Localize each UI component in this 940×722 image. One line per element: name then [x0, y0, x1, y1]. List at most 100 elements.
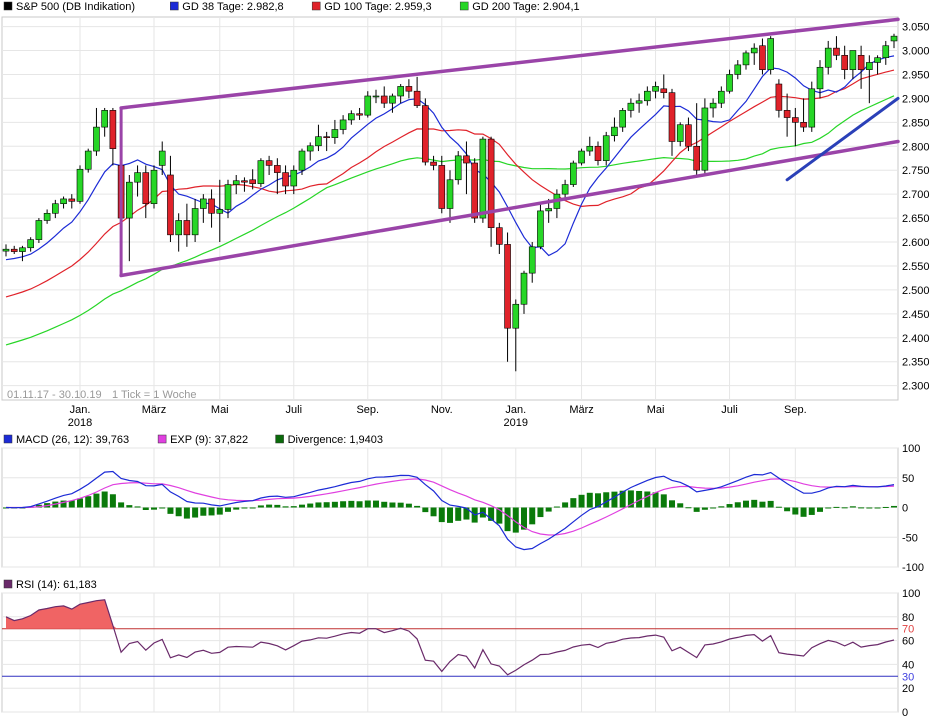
x-tick-year-0: 2018: [68, 417, 92, 429]
price-tick-label-11: 2.850: [902, 117, 930, 129]
divergence-bar-59: [488, 507, 495, 521]
divergence-bar-74: [611, 491, 618, 508]
macd-legend-swatch-0: [3, 434, 13, 444]
divergence-bar-86: [710, 507, 717, 509]
price-tick-label-0: 2.300: [902, 381, 930, 393]
divergence-bar-61: [504, 507, 511, 532]
channel-lower-line: [119, 139, 900, 278]
candle-body-23: [191, 208, 199, 236]
candle-body-108: [890, 35, 898, 42]
price-tick-label-13: 2.950: [902, 69, 930, 81]
rsi-tick-label-7: 0: [902, 707, 908, 719]
price-tick-label-12: 2.900: [902, 93, 930, 105]
candle-body-46: [380, 95, 388, 104]
candle-body-52: [430, 161, 437, 166]
candle-body-36: [298, 150, 306, 171]
x-tick-label-2: Mai: [211, 404, 229, 416]
candle-body-60: [496, 227, 503, 245]
price-tick-label-9: 2.750: [902, 165, 930, 177]
candle-body-64: [528, 246, 536, 274]
trend-line: [785, 96, 900, 182]
divergence-bar-104: [858, 507, 865, 509]
divergence-bar-85: [701, 507, 708, 510]
candle-body-15: [126, 181, 133, 219]
candle-body-27: [224, 184, 232, 210]
price-legend-entry-0: S&P 500 (DB Indikation): [16, 1, 135, 13]
rsi-legend-entry-0: RSI (14): 61,183: [16, 579, 97, 591]
rsi-tick-label-5: 30: [902, 671, 914, 683]
divergence-bar-27: [225, 507, 231, 512]
rsi-tick-label-4: 40: [902, 659, 914, 671]
candle-body-103: [849, 50, 857, 70]
divergence-bar-77: [636, 490, 643, 508]
x-tick-label-5: Nov.: [431, 404, 453, 416]
x-tick-label-7: März: [569, 404, 593, 416]
candle-body-82: [676, 124, 684, 142]
rsi-line: [5, 599, 895, 676]
divergence-bar-13: [109, 494, 116, 508]
macd-legend-entry-1: EXP (9): 37,822: [170, 434, 248, 446]
divergence-bar-55: [455, 507, 462, 521]
rsi-tick-label-1: 80: [902, 612, 914, 624]
macd-lines: [5, 470, 895, 551]
candle-body-44: [364, 95, 372, 116]
candle-body-76: [627, 102, 635, 111]
candle-body-70: [578, 150, 585, 164]
candle-body-37: [306, 145, 314, 152]
divergence-bar-38: [315, 502, 322, 508]
divergence-bar-25: [208, 507, 215, 516]
divergence-bar-29: [241, 507, 248, 509]
candle-body-66: [545, 208, 552, 212]
divergence-bar-43: [356, 501, 363, 508]
divergence-bar-64: [529, 507, 536, 525]
divergence-bar-62: [512, 507, 519, 533]
candle-body-81: [668, 92, 676, 142]
candle-body-107: [882, 45, 890, 58]
x-tick-label-0: Jan.: [70, 404, 91, 416]
rsi-tick-label-6: 20: [902, 683, 914, 695]
macd-axis-labels: 100 50 0 -50 -100: [902, 443, 924, 574]
divergence-bar-84: [693, 507, 700, 512]
candle-body-35: [290, 169, 298, 187]
candle-body-68: [561, 184, 569, 195]
macd-legend-entry-2: Divergence: 1,9403: [288, 434, 383, 446]
price-tick-label-14: 3.000: [902, 46, 930, 58]
candle-body-61: [504, 244, 511, 329]
exp-line: [6, 478, 895, 536]
rsi-line: [5, 599, 895, 676]
divergence-bar-72: [595, 493, 601, 508]
divergence-bar-35: [290, 506, 297, 508]
macd-legend-entry-0: MACD (26, 12): 39,763: [16, 434, 129, 446]
candle-body-47: [389, 95, 396, 104]
divergence-bar-26: [216, 507, 223, 515]
candle-body-104: [857, 54, 865, 70]
price-tick-label-10: 2.800: [902, 141, 930, 153]
divergence-bar-36: [299, 504, 305, 508]
candle-body-94: [775, 83, 783, 111]
divergence-bar-75: [619, 490, 626, 508]
divergence-bar-100: [825, 507, 832, 509]
divergence-bar-92: [759, 501, 766, 508]
candles: [2, 33, 898, 372]
divergence-bar-88: [726, 504, 733, 508]
price-tick-label-7: 2.650: [902, 213, 930, 225]
price-legend: S&P 500 (DB Indikation) GD 38 Tage: 2.982…: [3, 1, 580, 13]
divergence-bar-8: [68, 500, 75, 508]
candle-body-55: [454, 155, 462, 181]
candle-body-90: [742, 52, 750, 66]
candle-body-59: [487, 138, 495, 228]
candle-body-96: [792, 117, 799, 123]
candle-body-6: [52, 203, 59, 214]
macd-tick-label-1: 50: [902, 473, 914, 485]
divergence-bar-51: [422, 507, 429, 513]
divergence-bar-37: [307, 503, 314, 508]
macd-line: [5, 470, 895, 551]
price-tick-label-1: 2.350: [902, 357, 930, 369]
divergence-bar-71: [586, 492, 593, 508]
candle-body-49: [405, 86, 413, 92]
period-label: 01.11.17 - 30.10.19: [7, 389, 102, 401]
candle-body-78: [644, 90, 651, 102]
candle-body-65: [537, 210, 544, 248]
